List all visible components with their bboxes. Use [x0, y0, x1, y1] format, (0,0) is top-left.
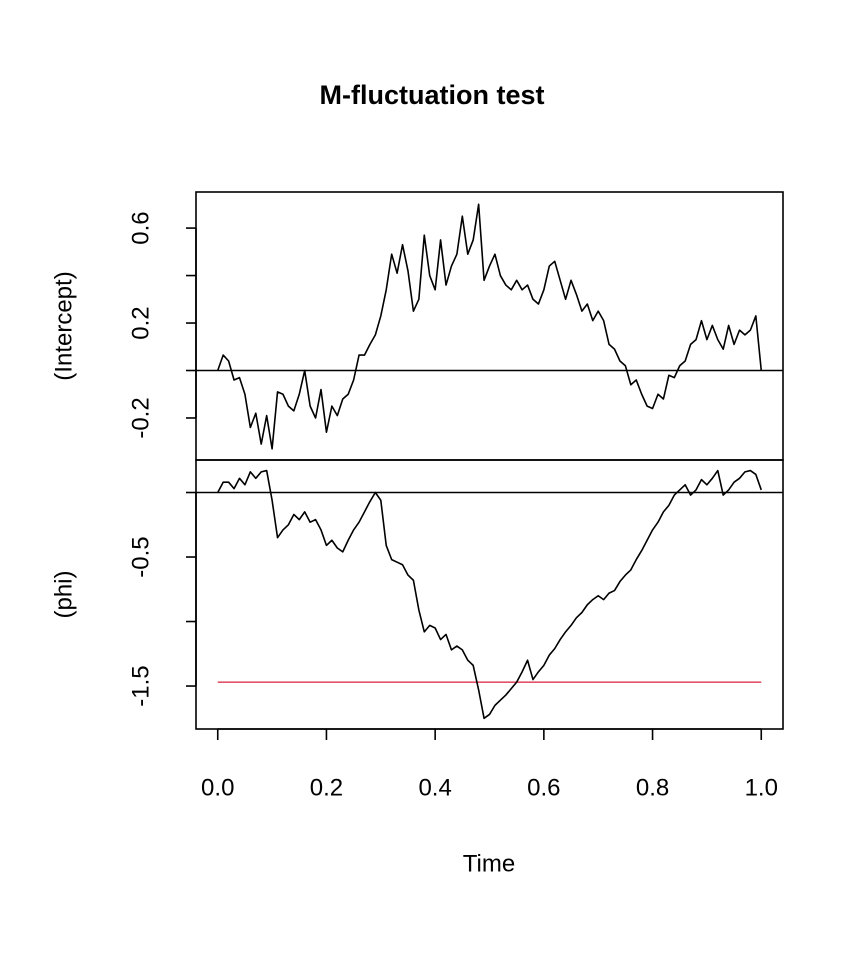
chart-title: M-fluctuation test: [320, 80, 545, 110]
y-axis-label: (phi): [50, 570, 77, 618]
y-tick-label: -0.5: [127, 536, 154, 577]
panel-frame: [195, 191, 784, 461]
y-tick-label: -0.2: [127, 397, 154, 438]
y-axis-label: (Intercept): [50, 271, 77, 380]
x-axis-label: Time: [463, 850, 515, 877]
data-line: [217, 469, 763, 720]
y-tick-label: 0.6: [127, 211, 154, 244]
panel-frame: [195, 459, 784, 730]
x-tick-label: 0.4: [418, 774, 451, 801]
x-tick-label: 0.8: [636, 774, 669, 801]
x-tick-label: 0.6: [527, 774, 560, 801]
data-line: [216, 203, 763, 450]
x-tick-label: 1.0: [745, 774, 778, 801]
y-tick-label: 0.2: [127, 306, 154, 339]
y-tick-label: -1.5: [127, 665, 154, 706]
x-tick-label: 0.2: [310, 774, 343, 801]
x-tick-label: 0.0: [201, 774, 234, 801]
